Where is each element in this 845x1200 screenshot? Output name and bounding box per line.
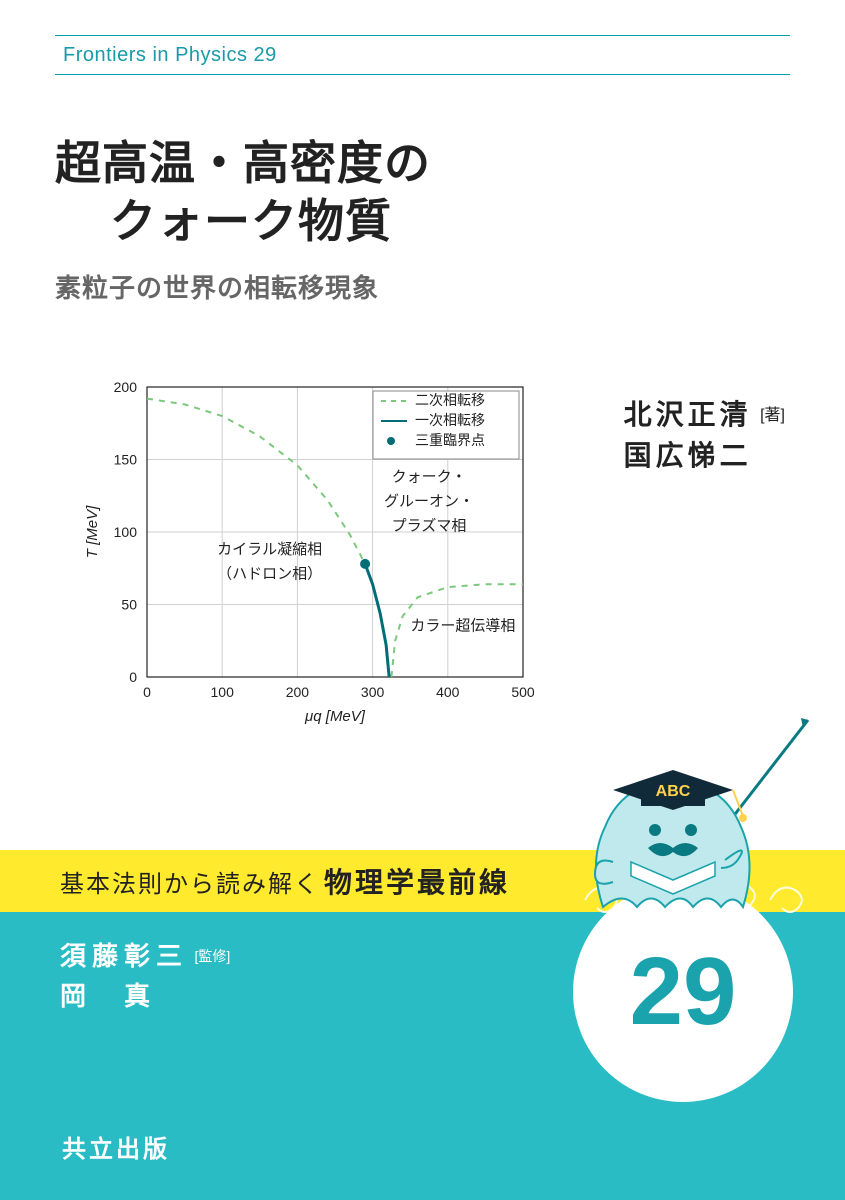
subtitle: 素粒子の世界の相転移現象 xyxy=(55,268,431,305)
svg-text:（ハドロン相）: （ハドロン相） xyxy=(217,565,322,582)
chart-svg: 0 100 200 300 400 500 0 50 100 150 200 μq [MeV] T [M… xyxy=(75,375,535,735)
svg-text:150: 150 xyxy=(114,452,138,468)
svg-text:0: 0 xyxy=(143,684,151,700)
author-2: 国広悌二 xyxy=(624,436,752,477)
volume-badge: 29 xyxy=(573,882,793,1102)
svg-text:T [MeV]: T [MeV] xyxy=(84,505,101,558)
volume-number: 29 xyxy=(630,937,737,1047)
svg-text:200: 200 xyxy=(114,379,138,395)
svg-text:400: 400 xyxy=(436,684,460,700)
svg-text:グルーオン・: グルーオン・ xyxy=(384,493,474,510)
title-block: 超高温・高密度の クォーク物質 素粒子の世界の相転移現象 xyxy=(55,135,431,305)
svg-text:500: 500 xyxy=(511,684,535,700)
svg-text:0: 0 xyxy=(129,669,137,685)
svg-text:プラズマ相: プラズマ相 xyxy=(392,518,467,535)
svg-text:μq [MeV]: μq [MeV] xyxy=(304,708,366,725)
author-1: 北沢正清 xyxy=(624,395,752,436)
svg-text:二次相転移: 二次相転移 xyxy=(415,392,485,408)
mascot-cap-text: ABC xyxy=(656,783,691,800)
supervisors-block: 須藤彰三 [監修] 岡 真 xyxy=(60,936,230,1017)
svg-text:三重臨界点: 三重臨界点 xyxy=(415,432,485,448)
authors-block: 北沢正清 [著] 国広悌二 xyxy=(624,395,785,476)
phase-diagram-chart: 0 100 200 300 400 500 0 50 100 150 200 μq [MeV] T [M… xyxy=(75,375,535,735)
series-label: Frontiers in Physics 29 xyxy=(63,44,277,67)
svg-text:50: 50 xyxy=(121,597,137,613)
band-prefix: 基本法則から読み解く xyxy=(60,864,320,899)
svg-text:カイラル凝縮相: カイラル凝縮相 xyxy=(217,541,322,558)
svg-text:クォーク・: クォーク・ xyxy=(392,468,467,485)
svg-text:200: 200 xyxy=(286,684,310,700)
supervisor-role: [監修] xyxy=(194,948,230,964)
author-role: [著] xyxy=(760,407,785,424)
title-line1: 超高温・高密度の xyxy=(55,135,431,193)
mascot-icon: ABC xyxy=(543,712,813,912)
svg-text:100: 100 xyxy=(114,524,138,540)
svg-text:カラー超伝導相: カラー超伝導相 xyxy=(410,618,515,635)
supervisor-1: 須藤彰三 xyxy=(60,936,188,976)
svg-text:一次相転移: 一次相転移 xyxy=(415,412,485,428)
publisher: 共立出版 xyxy=(62,1129,170,1164)
svg-text:300: 300 xyxy=(361,684,385,700)
series-bar: Frontiers in Physics 29 xyxy=(55,35,790,75)
supervisor-2: 岡 真 xyxy=(60,976,156,1016)
band-strong: 物理学最前線 xyxy=(324,861,510,901)
title-line2: クォーク物質 xyxy=(110,193,431,251)
svg-text:100: 100 xyxy=(211,684,235,700)
